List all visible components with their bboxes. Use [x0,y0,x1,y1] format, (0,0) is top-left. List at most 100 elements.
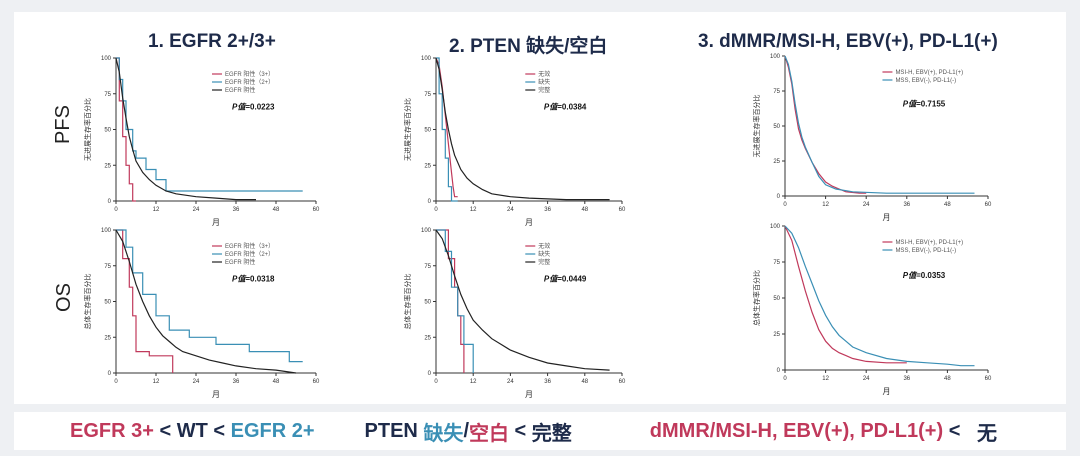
y-tick-label: 25 [424,163,431,169]
column-title-pten: 2. PTEN 缺失/空白 [449,36,608,57]
x-tick-label: 48 [581,207,588,213]
summary-pten-label: PTEN [364,419,424,442]
x-tick-label: 60 [985,202,992,208]
x-axis-label: 月 [212,218,220,227]
x-tick-label: 24 [193,379,200,385]
legend-label: EGFR 阳性（3+） [225,242,274,250]
y-tick-label: 25 [104,335,111,341]
x-tick-label: 60 [985,376,992,382]
p-value-label: P值 [903,99,918,108]
summary-egfr2: EGFR 2+ [230,419,315,442]
y-tick-label: 0 [777,194,781,200]
p-value: =0.0449 [557,274,587,283]
p-value: =0.0353 [916,271,946,280]
x-tick-label: 0 [114,379,118,385]
km-curve-red [116,57,136,202]
x-tick-label: 12 [822,376,829,382]
km-curve-black [435,229,610,371]
x-tick-label: 12 [470,207,477,213]
x-tick-label: 0 [783,202,787,208]
legend-label: EGFR 阳性（3+） [225,70,274,78]
y-tick-label: 100 [101,56,112,62]
legend-label: 缺失 [538,250,550,258]
y-tick-label: 25 [424,335,431,341]
y-tick-label: 0 [108,199,112,205]
p-value: =0.0318 [245,274,275,283]
legend-label: MSS, EBV(-), PD-L1(-) [895,78,956,84]
y-tick-label: 50 [773,296,780,302]
p-value-label: P值=0.7155 [903,99,946,108]
y-tick-label: 50 [104,128,111,134]
km-curve-teal [436,229,474,373]
x-tick-label: 0 [114,207,118,213]
summary-intact: 完整 [531,422,572,445]
y-tick-label: 50 [104,300,111,306]
legend-label: 完整 [538,258,550,266]
x-tick-label: 48 [944,202,951,208]
x-tick-label: 24 [863,202,870,208]
x-tick-label: 12 [153,207,160,213]
summary-lt: < [509,419,532,442]
p-value-label: P值=0.0384 [544,102,587,111]
x-axis-label: 月 [212,390,220,399]
x-tick-label: 0 [783,376,787,382]
y-tick-label: 75 [104,264,111,270]
y-tick-label: 0 [428,371,432,377]
km-curve-red [116,229,174,373]
p-value-label: P值 [903,271,918,280]
x-tick-label: 24 [507,207,514,213]
summary-egfr3: EGFR 3+ [70,419,154,442]
x-axis-label: 月 [525,218,533,227]
y-axis-label: 总体生存率百分比 [403,274,412,330]
y-tick-label: 100 [421,228,432,234]
x-tick-label: 60 [313,207,320,213]
x-tick-label: 48 [273,379,280,385]
x-tick-label: 48 [944,376,951,382]
p-value-label: P值=0.0318 [232,274,275,283]
x-tick-label: 48 [581,379,588,385]
summary-footer: EGFR 3+ < WT < EGFR 2+ PTEN 缺失 / 空白 < 完整… [14,412,1066,450]
summary-lt: < [943,419,978,442]
km-curve-teal [116,229,303,363]
y-tick-label: 100 [101,228,112,234]
summary-egfr: EGFR 3+ < WT < EGFR 2+ [70,420,315,443]
summary-pten: PTEN 缺失 / 空白 < 完整 [365,417,572,446]
p-value-label: P值=0.0353 [903,271,946,280]
y-tick-label: 100 [770,224,781,230]
legend-label: MSS, EBV(-), PD-L1(-) [895,248,956,254]
km-curve-black [435,57,610,201]
summary-wt: WT [176,419,208,442]
km-curve-teal [116,57,303,192]
p-value-label: P值 [232,274,247,283]
x-tick-label: 48 [273,207,280,213]
summary-dmmr-label: dMMR/MSI-H, EBV(+), PD-L1(+) [649,419,944,442]
y-tick-label: 0 [428,199,432,205]
y-tick-label: 50 [773,124,780,130]
x-tick-label: 12 [470,379,477,385]
x-tick-label: 60 [313,379,320,385]
legend-label: EGFR 阳性（2+） [225,78,274,86]
x-tick-label: 60 [619,379,626,385]
km-curve-red [784,55,867,194]
p-value-label: P值 [232,102,247,111]
legend-label: 缺失 [538,78,550,86]
y-tick-label: 50 [424,128,431,134]
y-tick-label: 75 [104,92,111,98]
x-tick-label: 36 [903,376,910,382]
x-tick-label: 36 [544,207,551,213]
x-tick-label: 24 [863,376,870,382]
y-tick-label: 25 [104,163,111,169]
p-value: =0.0384 [557,102,587,111]
legend-label: EGFR 阴性 [225,258,255,266]
x-tick-label: 12 [153,379,160,385]
x-axis-label: 月 [525,390,533,399]
y-tick-label: 0 [777,368,781,374]
x-tick-label: 0 [434,379,438,385]
summary-blank: 空白 [469,422,509,445]
p-value-label: P值 [544,102,559,111]
legend-label: MSI-H, EBV(+), PD-L1(+) [895,70,963,76]
legend-label: MSI-H, EBV(+), PD-L1(+) [895,240,963,246]
p-value-label: P值=0.0449 [544,274,587,283]
y-tick-label: 0 [108,371,112,377]
